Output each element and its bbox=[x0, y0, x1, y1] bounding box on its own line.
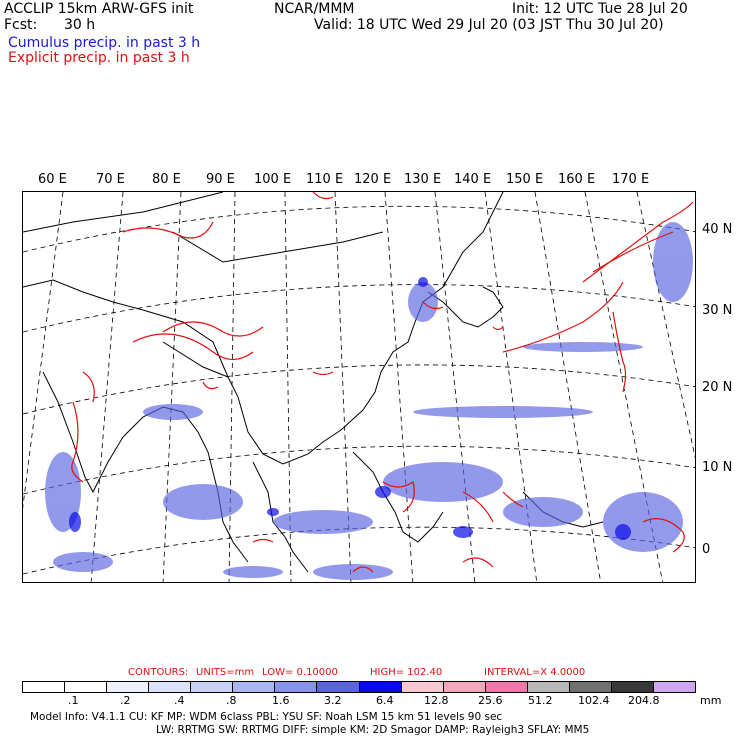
lon-label: 160 E bbox=[558, 172, 596, 187]
color-scale-bar bbox=[22, 681, 696, 693]
lon-label: 90 E bbox=[206, 172, 235, 187]
fcst-label: Fcst: bbox=[4, 17, 38, 33]
map-graphic bbox=[23, 192, 695, 582]
colorbar-segment bbox=[611, 682, 654, 692]
contour-high: HIGH= 102.40 bbox=[370, 667, 443, 678]
init-time: Init: 12 UTC Tue 28 Jul 20 bbox=[512, 1, 688, 17]
lat-label: 30 N bbox=[702, 303, 733, 318]
colorbar-segment bbox=[149, 682, 192, 692]
colorbar-tick-label: 204.8 bbox=[628, 694, 660, 707]
contour-units: UNITS=mm bbox=[196, 667, 255, 678]
colorbar-tick-label: 51.2 bbox=[528, 694, 553, 707]
colorbar-segment bbox=[527, 682, 570, 692]
lon-label: 60 E bbox=[38, 172, 67, 187]
model-info-line-2: LW: RRTMG SW: RRTMG DIFF: simple KM: 2D … bbox=[156, 724, 590, 736]
cumulus-legend: Cumulus precip. in past 3 h bbox=[8, 35, 201, 51]
colorbar-segment bbox=[191, 682, 234, 692]
lat-label: 20 N bbox=[702, 380, 733, 395]
lon-label: 70 E bbox=[96, 172, 125, 187]
valid-time: Valid: 18 UTC Wed 29 Jul 20 (03 JST Thu … bbox=[314, 17, 664, 33]
colorbar-segment bbox=[65, 682, 108, 692]
explicit-legend: Explicit precip. in past 3 h bbox=[8, 50, 190, 66]
model-info-line-1: Model Info: V4.1.1 CU: KF MP: WDM 6class… bbox=[30, 711, 503, 723]
colorbar-segment bbox=[317, 682, 360, 692]
lat-label: 0 bbox=[702, 542, 711, 557]
explicit-precip bbox=[71, 192, 694, 573]
colorbar-tick-label: .4 bbox=[174, 694, 185, 707]
lat-label: 40 N bbox=[702, 222, 733, 237]
lon-label: 130 E bbox=[404, 172, 442, 187]
colorbar-segment bbox=[233, 682, 276, 692]
model-title: ACCLIP 15km ARW-GFS init bbox=[4, 1, 194, 17]
contour-low: LOW= 0.10000 bbox=[262, 667, 338, 678]
latitude-lines bbox=[23, 205, 695, 575]
colorbar-tick-label: .8 bbox=[226, 694, 237, 707]
colorbar-tick-label: 1.6 bbox=[272, 694, 290, 707]
colorbar-segment bbox=[401, 682, 444, 692]
colorbar-segment bbox=[359, 682, 402, 692]
lat-label: 10 N bbox=[702, 460, 733, 475]
colorbar-segment bbox=[485, 682, 528, 692]
colorbar-segment bbox=[107, 682, 150, 692]
fcst-value: 30 h bbox=[64, 17, 96, 33]
contour-interval: INTERVAL=X 4.0000 bbox=[484, 667, 586, 678]
colorbar-tick-label: 25.6 bbox=[478, 694, 503, 707]
colorbar-segment bbox=[569, 682, 612, 692]
lon-label: 100 E bbox=[254, 172, 292, 187]
cumulus-precip-heavy bbox=[69, 277, 631, 540]
colorbar-tick-label: .2 bbox=[120, 694, 131, 707]
colorbar-tick-label: 102.4 bbox=[578, 694, 610, 707]
colorbar-unit: mm bbox=[700, 694, 722, 707]
lon-label: 80 E bbox=[152, 172, 181, 187]
colorbar-tick-label: .1 bbox=[68, 694, 79, 707]
precip-map bbox=[22, 191, 696, 583]
lon-label: 170 E bbox=[612, 172, 650, 187]
colorbar-segment bbox=[653, 682, 695, 692]
lon-label: 120 E bbox=[354, 172, 392, 187]
contour-label: CONTOURS: bbox=[128, 667, 189, 678]
colorbar-tick-label: 3.2 bbox=[324, 694, 342, 707]
lon-label: 140 E bbox=[454, 172, 492, 187]
colorbar-segment bbox=[443, 682, 486, 692]
colorbar-tick-label: 12.8 bbox=[424, 694, 449, 707]
colorbar-segment bbox=[275, 682, 318, 692]
colorbar-segment bbox=[23, 682, 66, 692]
lon-label: 150 E bbox=[506, 172, 544, 187]
colorbar-tick-label: 6.4 bbox=[376, 694, 394, 707]
lon-label: 110 E bbox=[306, 172, 344, 187]
center-name: NCAR/MMM bbox=[274, 1, 355, 17]
